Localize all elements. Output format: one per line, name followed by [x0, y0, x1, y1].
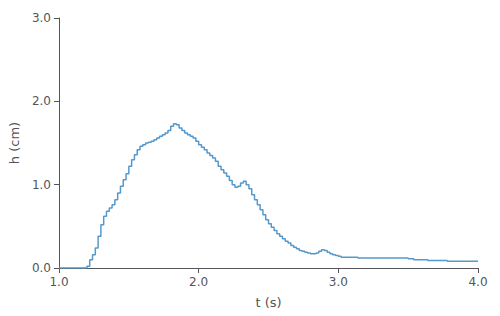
svg-text:4.0: 4.0 [468, 275, 487, 289]
svg-text:1.0: 1.0 [49, 275, 68, 289]
svg-text:h (cm): h (cm) [7, 122, 22, 164]
svg-text:2.0: 2.0 [189, 275, 208, 289]
svg-text:3.0: 3.0 [329, 275, 348, 289]
svg-text:3.0: 3.0 [32, 11, 51, 25]
svg-text:0.0: 0.0 [32, 261, 51, 275]
svg-text:2.0: 2.0 [32, 94, 51, 108]
svg-text:t (s): t (s) [255, 295, 281, 310]
svg-text:1.0: 1.0 [32, 178, 51, 192]
